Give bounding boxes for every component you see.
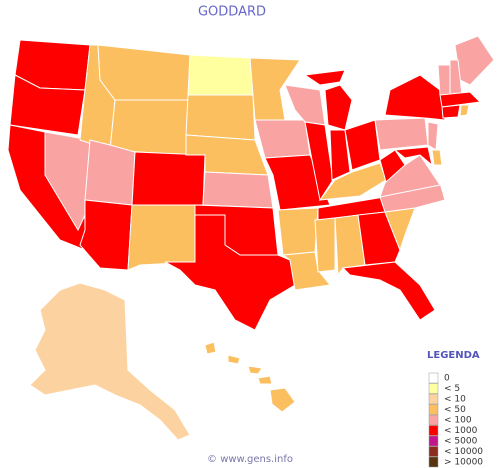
region: [164, 214, 296, 331]
region: [437, 64, 451, 96]
region: [204, 341, 217, 355]
region: [393, 146, 433, 167]
region: [131, 151, 206, 206]
legend-swatch: [428, 372, 439, 384]
region: [304, 121, 334, 202]
legend-label: < 50: [444, 405, 466, 415]
legend-label: < 10: [444, 395, 466, 405]
region: [431, 149, 443, 166]
region: [277, 207, 319, 256]
region: [247, 365, 263, 375]
legend-swatch: [428, 446, 439, 457]
legend-label: < 10000: [444, 447, 483, 457]
legend-swatch: [428, 393, 439, 405]
region: [329, 129, 351, 181]
map-title: GODDARD: [198, 5, 266, 20]
region: [185, 94, 256, 141]
region: [318, 162, 387, 201]
legend-label: < 1000: [444, 426, 478, 436]
region: [374, 117, 429, 151]
region: [454, 35, 495, 86]
legend-title: LEGENDA: [427, 350, 480, 361]
region: [303, 69, 346, 86]
region: [441, 104, 461, 119]
region: [314, 217, 336, 273]
region: [249, 57, 301, 121]
legend-swatch: [428, 456, 439, 468]
region: [379, 149, 406, 183]
footer: © www.gens.info: [207, 454, 293, 465]
region: [459, 104, 470, 117]
legend-swatch: [428, 425, 439, 436]
region: [324, 84, 353, 131]
region: [344, 119, 381, 171]
region: [187, 54, 254, 96]
legend-swatch: [428, 404, 439, 415]
region: [9, 74, 86, 136]
region: [227, 354, 241, 365]
states: [7, 35, 495, 441]
legend-swatch: [428, 435, 439, 447]
region: [109, 99, 189, 156]
region: [29, 282, 191, 441]
region: [254, 119, 311, 159]
region: [439, 91, 482, 108]
region: [202, 171, 274, 209]
legend-label: > 10000: [444, 458, 483, 468]
region: [384, 74, 446, 121]
legend-swatch: [428, 414, 439, 426]
legend-label: 0: [444, 374, 450, 384]
region: [341, 261, 436, 321]
legend-label: < 100: [444, 416, 472, 426]
legend: 0< 5< 10< 50< 100< 1000< 5000< 10000> 10…: [428, 372, 483, 468]
legend-swatch: [428, 383, 439, 394]
region: [357, 211, 401, 266]
region: [97, 44, 191, 101]
region: [427, 121, 439, 151]
region: [127, 204, 196, 271]
legend-label: < 5: [444, 384, 460, 394]
region: [281, 251, 331, 291]
region: [84, 139, 136, 206]
region: [284, 84, 326, 126]
region: [269, 387, 296, 413]
legend-label: < 5000: [444, 437, 478, 447]
region: [79, 199, 133, 271]
region: [257, 375, 273, 385]
